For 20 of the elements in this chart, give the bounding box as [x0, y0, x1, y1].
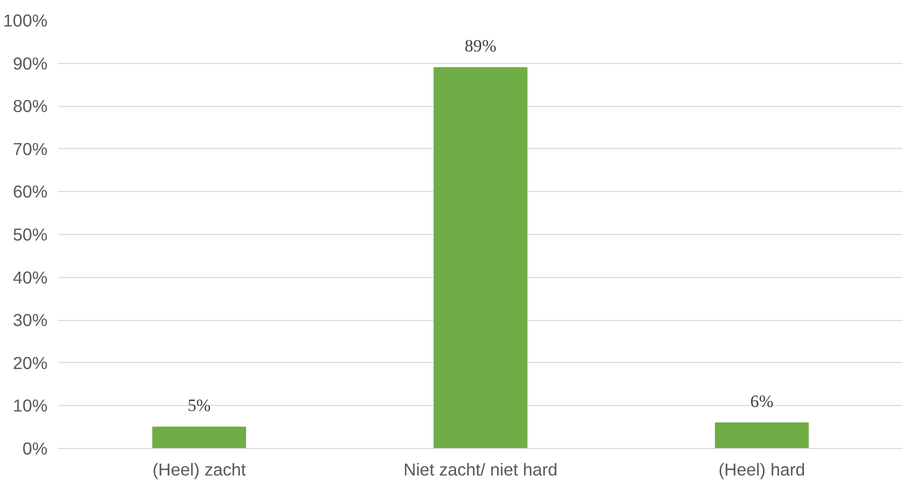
y-tick-label: 20% [12, 352, 48, 373]
x-tick-label: Niet zacht/ niet hard [403, 460, 558, 480]
y-tick-label: 0% [22, 438, 48, 458]
x-tick-label: (Heel) zacht [152, 460, 246, 480]
y-tick-label: 50% [12, 224, 48, 244]
data-label: 5% [188, 396, 211, 416]
y-tick-label: 10% [12, 396, 48, 416]
y-tick-label: 80% [12, 96, 48, 116]
bar [434, 67, 528, 448]
y-tick-label: 60% [12, 182, 48, 202]
data-label: 89% [464, 36, 496, 56]
bar [152, 426, 246, 448]
bar [714, 422, 809, 448]
y-tick-label: 100% [3, 10, 48, 30]
data-label: 6% [750, 392, 774, 411]
y-tick-label: 90% [12, 53, 48, 74]
y-tick-label: 70% [12, 138, 48, 159]
y-tick-label: 30% [12, 310, 48, 330]
y-tick-label: 40% [12, 267, 48, 288]
x-tick-label: (Heel) hard [718, 460, 806, 480]
